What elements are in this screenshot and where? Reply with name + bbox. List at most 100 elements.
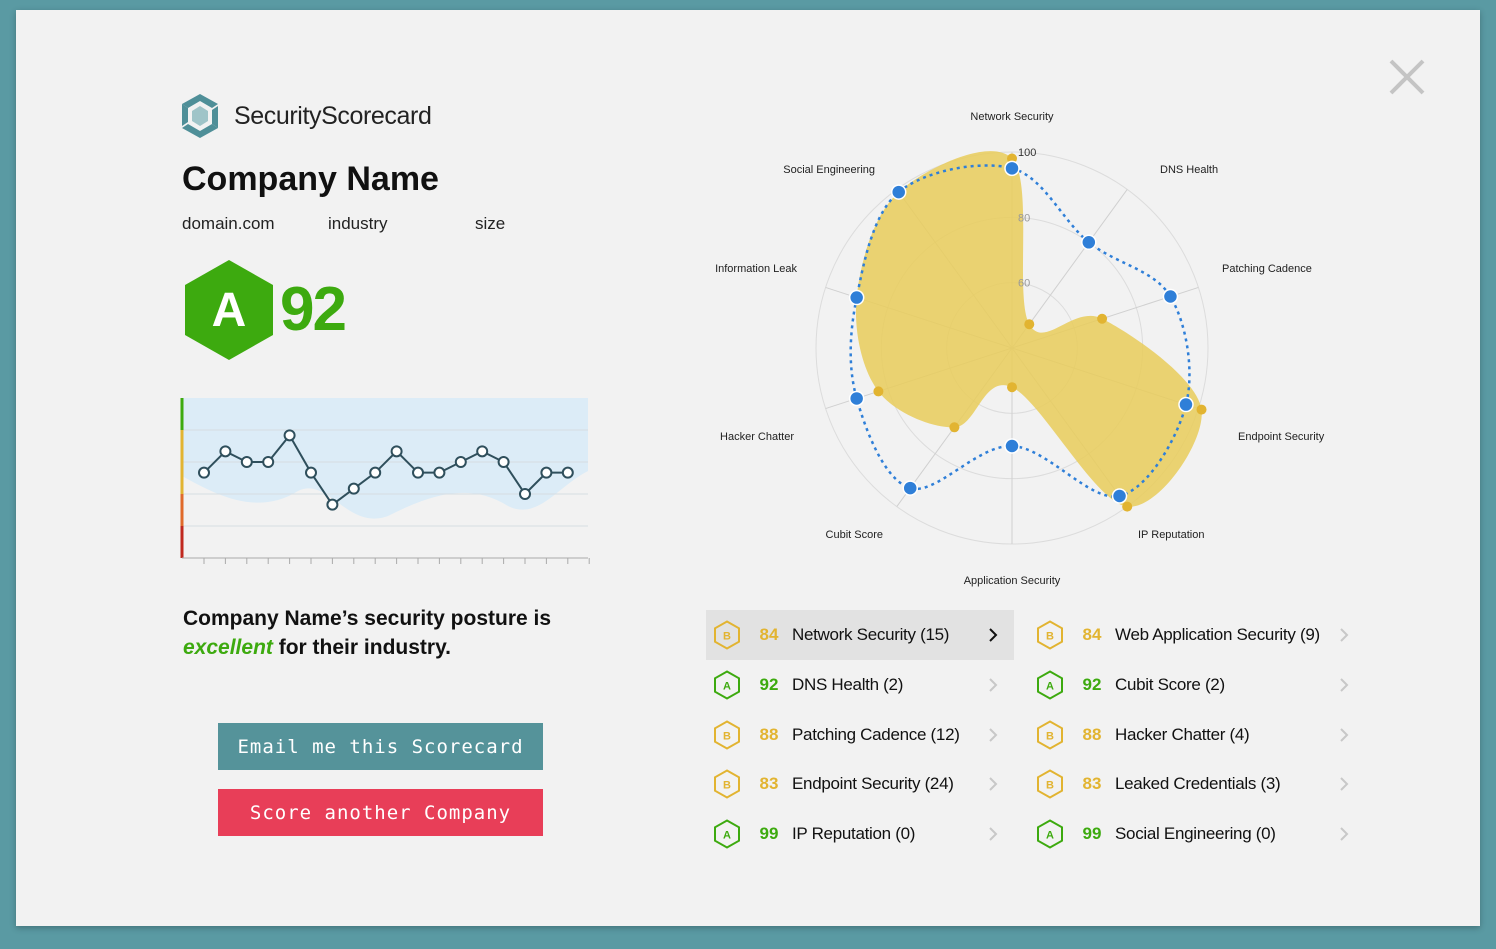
factor-radar-chart: 60 80 100 Network Security DNS Health Patchin…	[715, 111, 1325, 587]
radar-point-series-2	[1081, 234, 1097, 251]
radar-tick-label: 60	[1018, 278, 1030, 290]
radar-axis-label: DNS Health	[1160, 164, 1218, 176]
company-size: size	[475, 214, 506, 233]
company-industry: industry	[328, 214, 388, 233]
chevron-right-icon	[1340, 678, 1349, 692]
radar-axis-label: Network Security	[970, 111, 1054, 123]
history-point	[390, 445, 403, 458]
history-point	[433, 466, 446, 479]
brand-logo: SecurityScorecard	[178, 92, 432, 140]
factor-label: Social Engineering (0)	[1115, 824, 1276, 844]
factor-label: Leaked Credentials (3)	[1115, 774, 1281, 794]
radar-axis-label: IP Reputation	[1138, 529, 1204, 541]
radar-point-series-2	[1004, 438, 1020, 454]
score-history-chart	[180, 398, 590, 564]
grade-hex-icon: B	[714, 620, 740, 650]
grade-letter: B	[723, 730, 731, 742]
factor-score: 83	[1082, 774, 1102, 794]
chevron-right-icon	[989, 727, 998, 742]
grade-hex-icon: B	[1037, 620, 1063, 650]
factor-score: 83	[759, 774, 779, 794]
scorecard-panel: SecurityScorecard Company Name domain.co…	[16, 10, 1480, 926]
factor-label: IP Reputation (0)	[792, 824, 916, 844]
grade-hex-icon: A	[714, 670, 740, 700]
chevron-right-icon	[1340, 628, 1349, 642]
history-point	[412, 466, 424, 479]
history-point	[347, 482, 360, 495]
grade-letter: B	[723, 631, 731, 643]
factor-label: Cubit Score (2)	[1115, 674, 1225, 694]
close-icon[interactable]	[1388, 58, 1426, 96]
email-scorecard-button[interactable]: Email me this Scorecard	[218, 723, 543, 770]
factor-label: Web Application Security (9)	[1115, 625, 1320, 644]
posture-statement: Company Name’s security posture is excel…	[183, 604, 613, 662]
radar-point-series-1	[1007, 382, 1017, 393]
history-point	[219, 445, 232, 458]
chevron-right-icon	[1340, 727, 1349, 742]
radar-point-series-2	[1004, 160, 1020, 177]
radar-axis-label: Cubit Score	[826, 529, 883, 541]
posture-prefix: Company Name’s security posture is	[183, 607, 552, 630]
grade-letter: B	[723, 780, 731, 792]
factor-item[interactable]: B 83 Endpoint Security (24)	[706, 759, 1014, 809]
chevron-right-icon	[1340, 827, 1349, 841]
posture-suffix: for their industry.	[278, 636, 452, 659]
grade-letter: B	[1046, 780, 1054, 792]
radar-point-series-1	[1024, 319, 1035, 330]
radar-point-series-2	[1111, 488, 1128, 504]
history-band-lower	[182, 471, 588, 528]
history-point	[540, 466, 553, 479]
radar-tick-label: 80	[1018, 212, 1030, 224]
grade-hex-icon: A	[1037, 819, 1063, 849]
factor-item[interactable]: A 99 Social Engineering (0)	[1029, 809, 1365, 859]
factor-item[interactable]: A 92 DNS Health (2)	[706, 660, 1014, 710]
factor-item[interactable]: B 83 Leaked Credentials (3)	[1029, 759, 1365, 809]
history-point	[561, 466, 574, 479]
radar-point-series-2	[848, 390, 865, 407]
chevron-right-icon	[989, 628, 998, 642]
chevron-right-icon	[989, 777, 998, 792]
grade-letter: A	[1046, 830, 1054, 842]
radar-point-series-2	[902, 480, 918, 496]
radar-axis-label: Social Engineering	[783, 164, 875, 176]
factor-label: DNS Health (2)	[792, 674, 904, 694]
chevron-right-icon	[989, 827, 998, 841]
radar-point-series-1	[1097, 313, 1108, 324]
factor-label: Network Security (15)	[792, 625, 950, 644]
grade-hex-icon: B	[1037, 769, 1063, 800]
grade-hex-icon: B	[1037, 719, 1063, 750]
radar-line-series-2	[849, 164, 1191, 498]
factor-item[interactable]: B 88 Patching Cadence (12)	[706, 710, 1014, 760]
overall-grade-letter: A	[212, 284, 247, 337]
factor-score: 99	[1082, 824, 1102, 844]
grade-hex-icon: B	[714, 769, 740, 800]
history-point	[519, 488, 531, 500]
factor-item[interactable]: A 92 Cubit Score (2)	[1029, 660, 1365, 710]
radar-point-series-2	[1178, 396, 1194, 413]
factor-item[interactable]: B 84 Web Application Security (9)	[1029, 610, 1365, 660]
overall-grade-badge: A	[185, 260, 273, 360]
factor-item[interactable]: B 88 Hacker Chatter (4)	[1029, 710, 1365, 760]
grade-letter: A	[723, 830, 731, 842]
grade-letter: A	[1046, 680, 1054, 692]
factor-item[interactable]: B 84 Network Security (15)	[706, 610, 1014, 660]
radar-axis-label: Application Security	[964, 575, 1061, 587]
radar-axis-label: Endpoint Security	[1238, 431, 1325, 443]
radar-point-series-1	[1196, 404, 1207, 415]
history-point	[369, 466, 382, 479]
grade-letter: B	[1046, 631, 1054, 643]
grade-letter: B	[1046, 730, 1054, 742]
radar-axis-label: Information Leak	[715, 263, 797, 275]
factor-item[interactable]: A 99 IP Reputation (0)	[706, 809, 1014, 859]
radar-point-series-2	[890, 184, 907, 200]
history-point	[262, 456, 275, 468]
company-domain: domain.com	[182, 214, 275, 233]
score-another-company-button[interactable]: Score another Company	[218, 789, 543, 836]
history-point	[476, 445, 489, 458]
factor-score: 88	[759, 724, 779, 744]
radar-point-series-1	[949, 422, 960, 433]
company-name: Company Name	[182, 160, 439, 198]
radar-axis-label: Patching Cadence	[1222, 263, 1312, 275]
factor-score: 99	[759, 824, 779, 844]
posture-highlight: excellent	[183, 636, 273, 659]
